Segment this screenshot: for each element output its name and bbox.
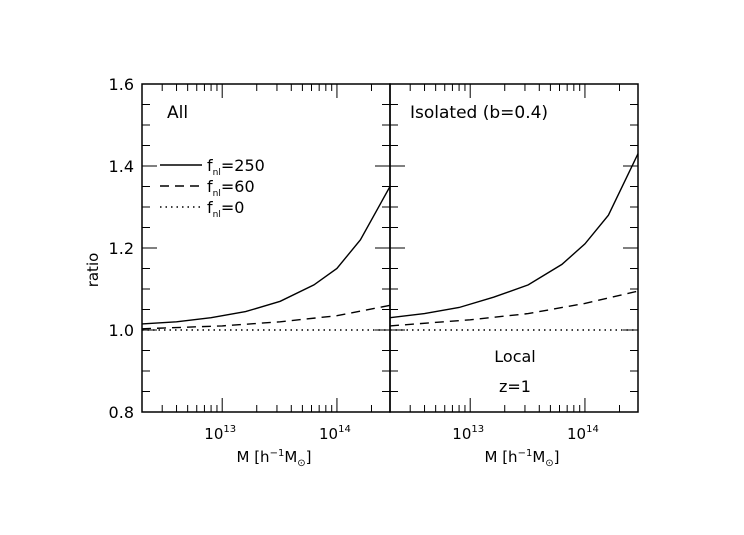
panel-label-isolated: Isolated (b=0.4) bbox=[410, 103, 548, 123]
series-line-dashed bbox=[141, 304, 391, 330]
x-axis-label: M [h−1M⊙] bbox=[484, 448, 559, 469]
panel-label-all: All bbox=[167, 103, 188, 123]
x-tick-base: 10 bbox=[567, 425, 586, 443]
legend-value: =250 bbox=[221, 156, 265, 175]
series-line-dashed bbox=[389, 290, 639, 327]
legend-base: f bbox=[207, 198, 213, 217]
legend-value: =60 bbox=[221, 177, 255, 196]
y-tick-label: 1.6 bbox=[109, 75, 134, 94]
x-tick-label: 1013 bbox=[204, 424, 236, 443]
legend-label: fnl=250 bbox=[207, 156, 265, 178]
x-label-sup: −1 bbox=[518, 448, 533, 459]
x-tick-label: 1014 bbox=[319, 424, 351, 443]
x-tick-exponent: 13 bbox=[471, 424, 484, 435]
x-label-close: ] bbox=[306, 448, 312, 466]
x-label-close: ] bbox=[554, 448, 560, 466]
series-line-solid bbox=[389, 153, 639, 319]
annotation-redshift: z=1 bbox=[499, 377, 531, 396]
x-tick-label: 1014 bbox=[567, 424, 599, 443]
legend-sub: nl bbox=[213, 210, 221, 220]
x-label-unit: M bbox=[532, 448, 545, 466]
y-axis-label: ratio bbox=[84, 253, 102, 288]
y-tick-label: 0.8 bbox=[109, 403, 134, 422]
x-tick-base: 10 bbox=[452, 425, 471, 443]
x-axis-label: M [h−1M⊙] bbox=[236, 448, 311, 469]
x-tick-base: 10 bbox=[319, 425, 338, 443]
x-label-sup: −1 bbox=[270, 448, 285, 459]
legend-base: f bbox=[207, 156, 213, 175]
x-label-main: M [h bbox=[484, 448, 517, 466]
y-tick-label: 1.4 bbox=[109, 157, 134, 176]
y-tick-label: 1.2 bbox=[109, 239, 134, 258]
x-label-sub: ⊙ bbox=[297, 458, 305, 469]
x-tick-exponent: 14 bbox=[586, 424, 599, 435]
x-label-unit: M bbox=[284, 448, 297, 466]
legend-sub: nl bbox=[213, 168, 221, 178]
x-tick-label: 1013 bbox=[452, 424, 484, 443]
x-label-main: M [h bbox=[236, 448, 269, 466]
legend-sub: nl bbox=[213, 189, 221, 199]
series-line-solid bbox=[141, 186, 391, 325]
x-tick-exponent: 13 bbox=[223, 424, 236, 435]
legend-value: =0 bbox=[221, 198, 245, 217]
x-label-sub: ⊙ bbox=[545, 458, 553, 469]
legend-label: fnl=60 bbox=[207, 177, 255, 199]
legend-label: fnl=0 bbox=[207, 198, 244, 220]
y-tick-label: 1.0 bbox=[109, 321, 134, 340]
legend-base: f bbox=[207, 177, 213, 196]
x-tick-exponent: 14 bbox=[338, 424, 351, 435]
x-tick-base: 10 bbox=[204, 425, 223, 443]
annotation-local: Local bbox=[494, 347, 535, 366]
